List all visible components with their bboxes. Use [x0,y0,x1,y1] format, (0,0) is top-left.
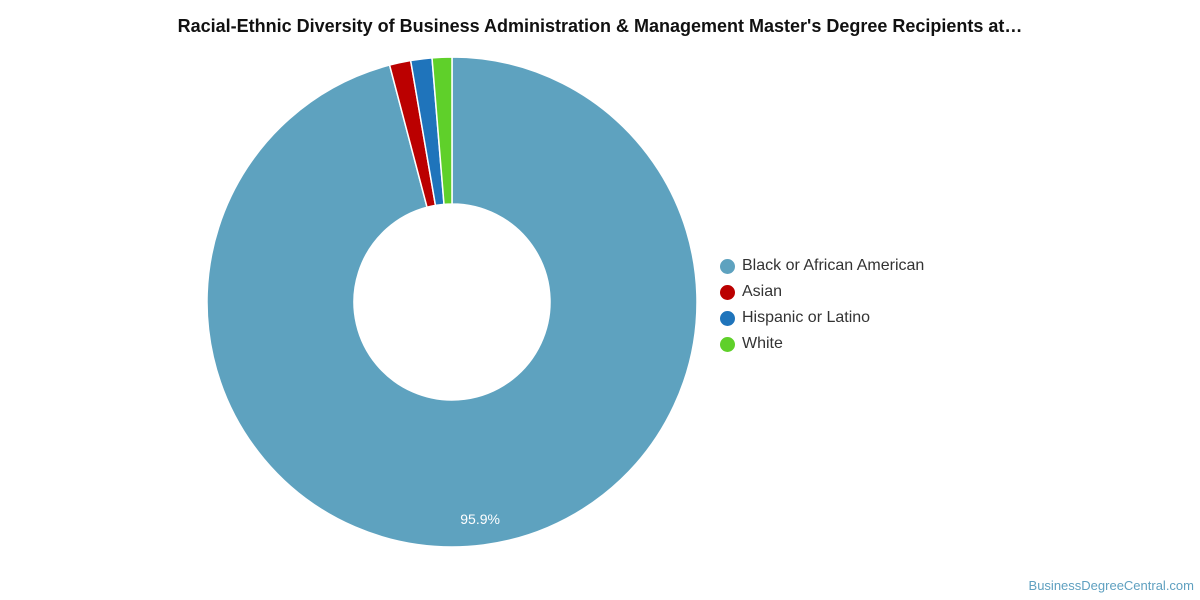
data-label-black-or-african-american: 95.9% [460,511,500,527]
legend-swatch [720,284,735,300]
chart-title: Racial-Ethnic Diversity of Business Admi… [177,16,1023,36]
legend-swatch [720,258,735,274]
legend-item-hispanic-or-latino[interactable]: Hispanic or Latino [720,305,924,331]
legend-swatch [720,310,735,326]
legend: Black or African American Asian Hispanic… [720,253,924,357]
legend-label: Black or African American [742,257,925,274]
legend-swatch [720,336,735,352]
legend-label: White [742,335,783,352]
legend-label: Hispanic or Latino [742,309,871,326]
legend-item-asian[interactable]: Asian [720,279,924,305]
legend-item-white[interactable]: White [720,331,924,357]
donut-slice-white[interactable] [431,56,453,206]
source-credit[interactable]: BusinessDegreeCentral.com [1028,578,1194,593]
legend-label: Asian [742,283,783,300]
legend-item-black-or-african-american[interactable]: Black or African American [720,253,924,279]
donut-slice-black-or-african-american[interactable] [206,56,698,548]
